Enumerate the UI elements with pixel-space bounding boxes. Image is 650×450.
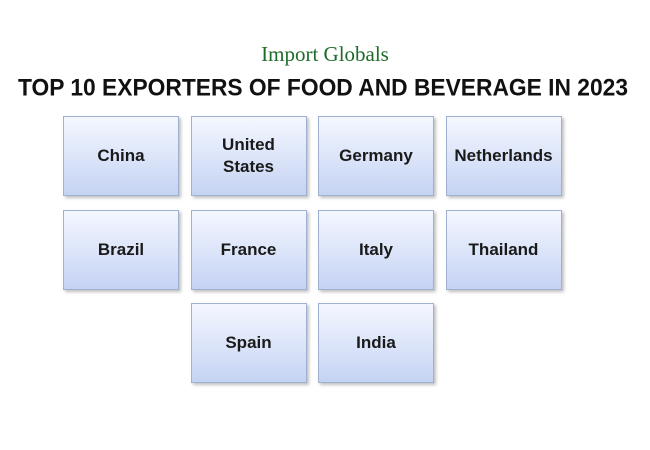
country-name: Germany: [339, 146, 413, 165]
country-box: France: [190, 209, 307, 290]
country-box: Spain: [190, 303, 307, 383]
country-box: India: [318, 303, 434, 383]
country-name: Spain: [225, 333, 272, 352]
country-box: Germany: [318, 116, 434, 196]
country-box: United States: [190, 116, 307, 196]
title-svg: TOP 10 EXPORTERS OF FOOD AND BEVERAGE IN…: [18, 74, 628, 101]
country-box: Netherlands: [445, 116, 562, 196]
country-name: United States: [222, 135, 275, 176]
logo: Import Globals: [261, 42, 389, 66]
country-name: India: [356, 333, 396, 352]
title: TOP 10 EXPORTERS OF FOOD AND BEVERAGE IN…: [18, 74, 628, 101]
country-name: Italy: [358, 239, 394, 259]
country-box: Thailand: [445, 209, 562, 290]
country-box: China: [63, 116, 179, 196]
country-name: Netherlands: [454, 146, 553, 165]
country-name: Thailand: [468, 239, 539, 259]
country-name: Brazil: [97, 239, 145, 259]
country-box: Italy: [318, 209, 434, 290]
country-name: China: [97, 146, 145, 165]
country-box: Brazil: [63, 209, 179, 290]
country-name: France: [220, 239, 277, 259]
